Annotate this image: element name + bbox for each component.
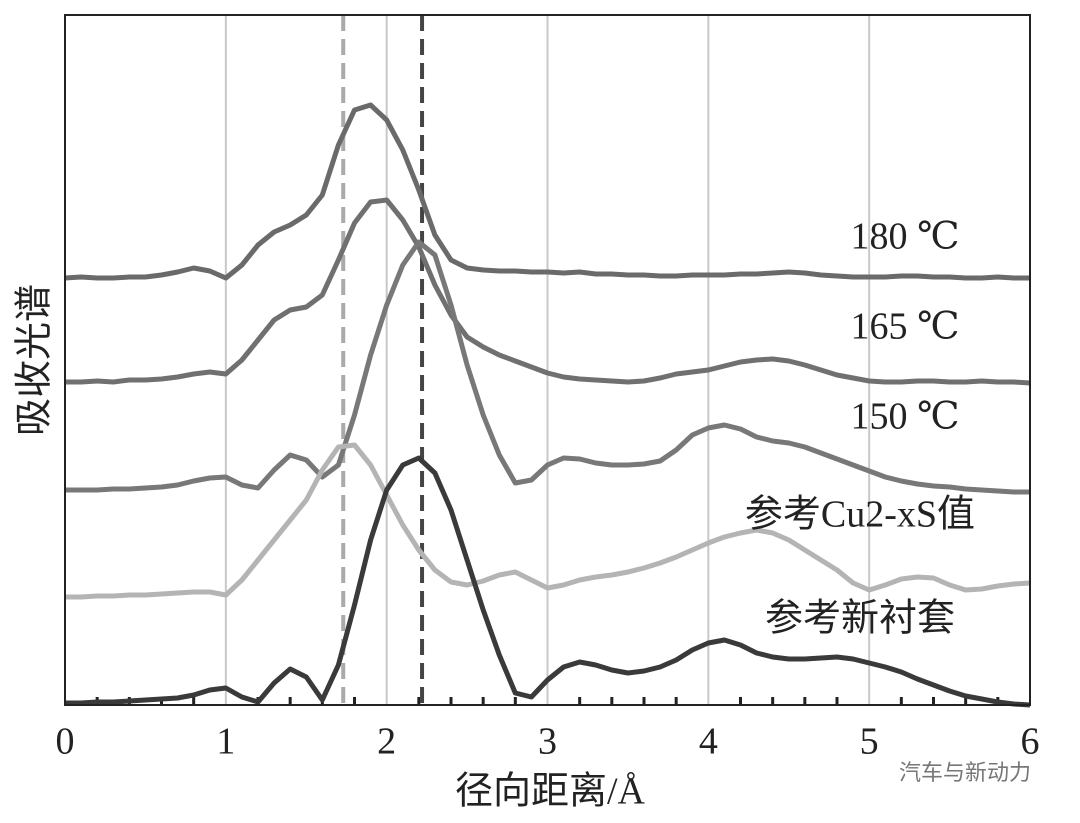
x-tick-label: 5 xyxy=(860,721,879,763)
x-tick-label: 6 xyxy=(1021,721,1040,763)
series-label: 180 ℃ xyxy=(850,216,959,258)
series-line xyxy=(65,239,1030,495)
series-line xyxy=(65,455,1031,708)
x-tick-label: 2 xyxy=(377,721,396,763)
series-label: 参考新衬套 xyxy=(765,598,955,640)
series-label: 165 ℃ xyxy=(850,306,959,348)
series-label: 参考Cu2-xS值 xyxy=(745,494,975,536)
x-tick-label: 1 xyxy=(216,721,235,763)
watermark: 汽车与新动力 xyxy=(899,761,1031,786)
series-line xyxy=(65,197,1031,386)
series-line xyxy=(65,442,1031,600)
x-tick-label: 4 xyxy=(699,721,718,763)
series-line xyxy=(64,102,1030,281)
y-axis-label: 吸收光谱 xyxy=(14,284,56,436)
series-label: 150 ℃ xyxy=(850,396,959,438)
x-axis-label: 径向距离/Å xyxy=(455,771,646,813)
plot-frame xyxy=(64,14,1031,706)
x-tick-label: 3 xyxy=(538,721,557,763)
x-tick-label: 0 xyxy=(56,721,75,763)
